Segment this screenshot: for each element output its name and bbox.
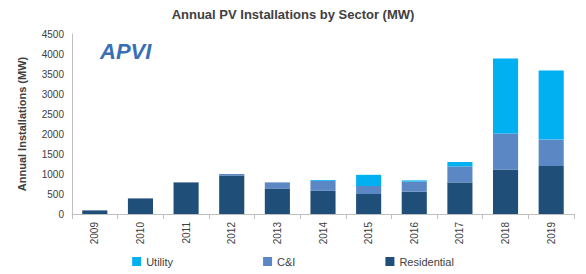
svg-text:2500: 2500 <box>42 109 65 120</box>
svg-text:4500: 4500 <box>42 29 65 40</box>
svg-text:2016: 2016 <box>409 222 420 245</box>
svg-text:Annual PV Installations by Sec: Annual PV Installations by Sector (MW) <box>172 7 415 22</box>
svg-text:2011: 2011 <box>181 222 192 244</box>
svg-text:2000: 2000 <box>42 129 65 140</box>
svg-text:2009: 2009 <box>89 222 100 245</box>
svg-text:Annual Installations (MW): Annual Installations (MW) <box>16 56 28 191</box>
svg-text:2010: 2010 <box>135 222 146 245</box>
svg-text:1500: 1500 <box>42 149 65 160</box>
svg-text:APVI: APVI <box>99 39 152 64</box>
svg-text:2014: 2014 <box>318 222 329 245</box>
svg-text:2013: 2013 <box>272 222 283 245</box>
svg-text:2015: 2015 <box>363 222 374 245</box>
svg-text:3000: 3000 <box>42 89 65 100</box>
svg-text:500: 500 <box>47 189 64 200</box>
svg-text:0: 0 <box>58 209 64 220</box>
svg-text:Residential: Residential <box>399 256 453 268</box>
svg-text:C&I: C&I <box>277 256 295 268</box>
svg-text:Utility: Utility <box>146 256 173 268</box>
svg-text:2017: 2017 <box>454 222 465 245</box>
svg-text:2012: 2012 <box>226 222 237 245</box>
svg-text:4000: 4000 <box>42 49 65 60</box>
svg-text:1000: 1000 <box>42 169 65 180</box>
svg-text:2018: 2018 <box>500 222 511 245</box>
svg-text:2019: 2019 <box>546 222 557 245</box>
svg-text:3500: 3500 <box>42 69 65 80</box>
